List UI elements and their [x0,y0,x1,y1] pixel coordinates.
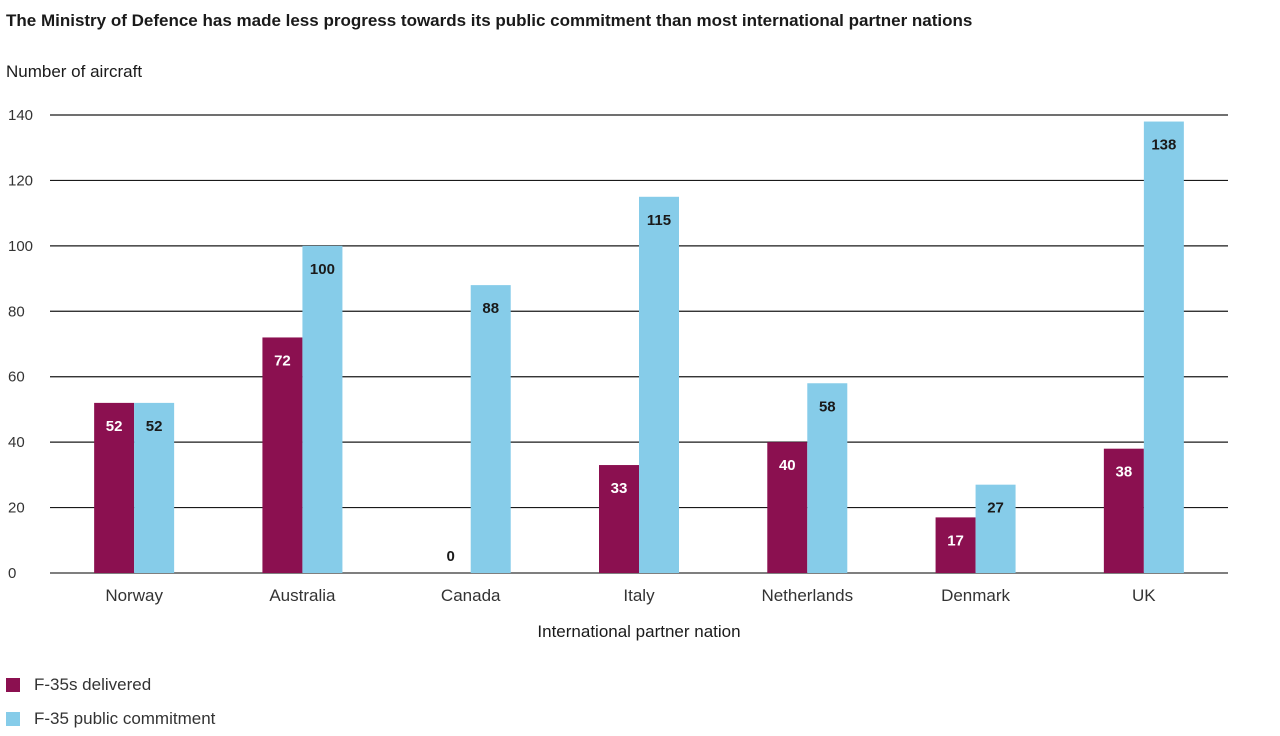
x-tick-label: Australia [269,586,336,605]
y-axis-label: Number of aircraft [6,62,143,81]
x-axis-label: International partner nation [537,622,740,641]
y-tick-label: 120 [8,172,33,189]
bar [639,196,679,574]
data-label: 58 [819,398,836,415]
legend-label-commitment: F-35 public commitment [34,709,216,728]
bar [134,402,175,573]
bar-chart: 0 20 40 60 80 100 120 140 52 52 Norway 72 100 Austral… [8,107,1228,641]
x-tick-label: Italy [623,586,655,605]
data-label: 52 [106,418,123,435]
y-tick-label: 140 [8,107,33,124]
data-label: 138 [1151,137,1176,154]
data-label: 38 [1116,464,1133,481]
y-tick-label: 80 [8,303,25,320]
data-label: 52 [146,418,163,435]
bar [807,383,848,573]
bar [1103,448,1144,573]
legend-item-delivered: F-35s delivered [6,668,215,702]
x-tick-label: Denmark [941,586,1010,605]
bar [767,442,808,573]
data-label: 72 [274,352,291,369]
y-tick-label: 100 [8,238,33,255]
x-tick-label: Norway [105,586,163,605]
y-tick-label: 20 [8,500,25,517]
data-label: 88 [482,300,499,317]
bar [975,484,1016,573]
data-label: 115 [647,212,671,229]
x-tick-label: UK [1132,586,1156,605]
bar [302,245,343,573]
data-label: 27 [987,500,1004,517]
chart-title: The Ministry of Defence has made less pr… [6,11,973,30]
legend-item-commitment: F-35 public commitment [6,702,215,736]
legend-swatch-delivered [6,678,20,692]
data-label: 33 [611,480,628,497]
bar [935,517,976,573]
data-label: 0 [447,548,455,565]
legend-label-delivered: F-35s delivered [34,675,152,694]
y-tick-label: 0 [8,565,16,582]
y-tick-label: 40 [8,434,25,451]
y-tick-label: 60 [8,369,25,386]
bar [599,465,639,573]
data-label: 100 [310,261,335,278]
data-label: 17 [947,532,964,549]
bar [94,402,135,573]
x-tick-label: Canada [441,586,501,605]
legend: F-35s delivered F-35 public commitment [6,668,215,736]
legend-swatch-commitment [6,712,20,726]
x-tick-label: Netherlands [761,586,853,605]
data-label: 40 [779,457,796,474]
bar [1143,121,1184,574]
bar [470,285,511,573]
bar [262,337,303,573]
